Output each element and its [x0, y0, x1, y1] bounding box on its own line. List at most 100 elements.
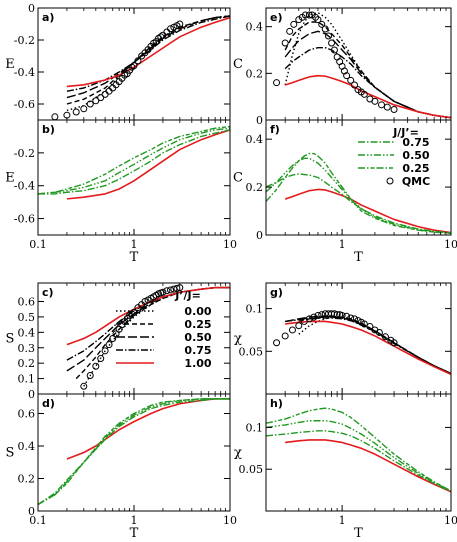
y-tick-label: 0 [256, 114, 263, 127]
y-tick-label: 0.2 [246, 67, 264, 80]
x-tick-label: 1 [339, 514, 346, 527]
qmc-data-point [290, 20, 298, 28]
series-group [38, 398, 230, 506]
qmc-data-point [273, 339, 281, 347]
legend-entry: 0.75 [402, 136, 429, 149]
qmc-data-point [347, 76, 355, 84]
qmc-data-point [176, 20, 184, 28]
qmc-data-point [134, 57, 142, 65]
x-tick-label: 10 [444, 514, 457, 527]
qmc-data-point [130, 62, 138, 70]
qmc-data-point [281, 332, 289, 340]
plot-frame [265, 119, 452, 236]
qmc-data-point [308, 11, 316, 19]
qmc-data-point [301, 11, 309, 19]
panel-label: g) [270, 286, 283, 299]
panel-label: a) [42, 11, 54, 24]
legend-entry: 1.00 [184, 357, 211, 370]
qmc-data-point [354, 317, 362, 325]
y-axis-label: χ [234, 332, 242, 347]
y-tick-label: 0 [28, 388, 35, 401]
qmc-data-point [318, 311, 326, 319]
plot-frame [265, 393, 452, 512]
series-line-dashdot-green [266, 173, 451, 234]
y-tick-label: -0.2 [14, 34, 35, 47]
qmc-data-point [86, 372, 94, 379]
series-group [273, 11, 451, 119]
qmc-data-point [80, 105, 88, 113]
qmc-data-point [383, 103, 391, 111]
qmc-data-point [312, 13, 320, 21]
series-line-longdash-black [284, 30, 451, 119]
y-tick-label: 0.05 [239, 463, 264, 476]
qmc-data-point [318, 20, 326, 28]
series-line-dashdot-green [38, 398, 230, 506]
qmc-data-point [286, 27, 294, 35]
series-line-dashdotdot-green [38, 127, 230, 195]
panel-g: 0.05 0.1 χ g) [234, 282, 452, 395]
series-line-dashdot-black [66, 15, 230, 92]
legend-entry: 0.00 [184, 305, 211, 318]
qmc-data-point [390, 106, 398, 113]
panel-label: e) [270, 11, 283, 24]
qmc-data-point [72, 108, 80, 116]
plot-frame [37, 119, 231, 236]
qmc-data-point [101, 347, 109, 355]
qmc-data-point [92, 97, 100, 105]
plot-frame [37, 393, 231, 512]
qmc-data-point [378, 101, 385, 109]
series-line-dashed-black [298, 315, 451, 375]
series-line-dashdotdash-green [266, 152, 451, 235]
legend: J’/J= 0.000.250.500.751.00 [116, 289, 212, 370]
qmc-data-point [321, 25, 329, 33]
series-group [273, 310, 451, 376]
x-tick-label: 0.1 [29, 238, 47, 251]
y-tick-label: 0 [28, 505, 35, 518]
legend-entry: 0.50 [184, 331, 211, 344]
qmc-data-point [288, 326, 296, 334]
y-tick-label: 0.05 [239, 345, 264, 358]
panel-a: -0.6 -0.4 -0.2 0 Ea) [5, 2, 231, 121]
qmc-data-point [347, 314, 355, 322]
qmc-data-point [371, 97, 379, 105]
series-line-dashdotdash-green [38, 398, 230, 506]
y-axis-label: S [6, 446, 15, 461]
qmc-data-point [86, 100, 94, 108]
panel-label: f) [270, 123, 280, 136]
series-line-solid-red [66, 16, 230, 88]
qmc-data-point [92, 362, 100, 370]
qmc-data-point [281, 39, 289, 47]
series-line-dashed-black [66, 15, 230, 105]
series-line-dashed-black [284, 21, 451, 119]
series-line-solid-red [285, 439, 451, 493]
series-line-dashdotdash-green [38, 125, 230, 195]
legend-title: J’/J= [174, 289, 201, 302]
y-tick-label: 0.4 [18, 440, 36, 453]
series-line-solid-red [66, 286, 230, 346]
qmc-data-point [325, 32, 333, 40]
panel-label: h) [270, 397, 283, 410]
qmc-data-point [163, 287, 171, 295]
y-tick-label: 0.4 [18, 326, 36, 339]
y-tick-label: 0 [28, 2, 35, 15]
y-tick-label: 0.4 [246, 21, 264, 34]
qmc-data-point [360, 320, 368, 328]
qmc-data-point [101, 90, 109, 98]
panel-label: c) [42, 286, 54, 299]
series-line-longdash-black [285, 315, 451, 375]
qmc-data-point [333, 311, 341, 319]
panel-label: b) [42, 123, 55, 136]
y-axis-label: E [5, 171, 15, 186]
qmc-data-point [351, 81, 359, 89]
y-tick-label: 0.1 [18, 373, 36, 386]
plot-frame [265, 282, 452, 395]
x-tick-label: 10 [444, 238, 457, 251]
qmc-data-point [97, 355, 105, 363]
series-group [51, 15, 230, 120]
qmc-data-point [343, 72, 351, 80]
qmc-data-point [305, 315, 313, 323]
qmc-data-point [390, 339, 398, 347]
y-axis-label: C [233, 171, 243, 186]
